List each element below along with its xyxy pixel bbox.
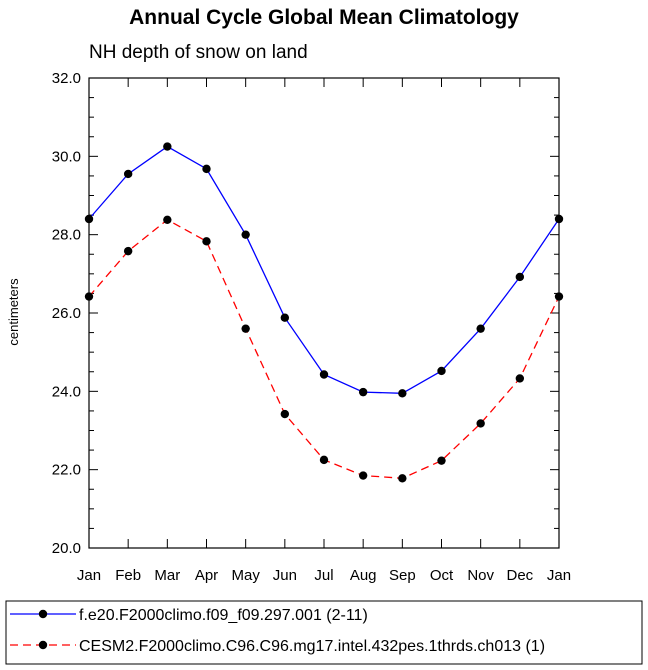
data-point bbox=[398, 474, 407, 483]
x-tick-label: Oct bbox=[430, 567, 454, 584]
y-axis-label: centimeters bbox=[6, 278, 21, 346]
data-point bbox=[515, 272, 525, 282]
x-tick-labels: Jan Feb Mar Apr May Jun Jul Aug Sep Oct Nov Dec Jan bbox=[77, 567, 571, 584]
y-tick-label: 32.0 bbox=[52, 70, 81, 87]
y-tick-label: 30.0 bbox=[52, 148, 81, 165]
legend-label-2: CESM2.F2000climo.C96.C96.mg17.intel.432p… bbox=[79, 638, 545, 655]
legend-marker-1 bbox=[38, 609, 48, 619]
plot-frame bbox=[88, 77, 560, 549]
data-point bbox=[241, 230, 250, 239]
data-point bbox=[319, 370, 329, 379]
x-tick-label: Aug bbox=[350, 567, 377, 584]
chart-subtitle: NH depth of snow on land bbox=[89, 42, 308, 63]
legend-box bbox=[5, 600, 643, 665]
legend: f.e20.F2000climo.f09_f09.297.001 (2-11) C… bbox=[10, 607, 545, 655]
data-point bbox=[358, 387, 368, 397]
data-point bbox=[476, 419, 485, 428]
data-point bbox=[202, 237, 211, 246]
data-point bbox=[241, 324, 250, 333]
y-tick-label: 20.0 bbox=[52, 540, 81, 557]
data-point bbox=[319, 455, 329, 465]
data-point bbox=[476, 324, 485, 333]
y-tick-label: 28.0 bbox=[52, 227, 81, 244]
x-tick-label: Mar bbox=[154, 567, 180, 584]
data-point bbox=[437, 366, 446, 376]
data-point bbox=[554, 292, 564, 301]
x-tick-label: May bbox=[231, 567, 260, 584]
series-line-2 bbox=[88, 219, 560, 479]
x-tick-label: Dec bbox=[506, 567, 533, 584]
data-point bbox=[554, 214, 564, 224]
data-point bbox=[515, 374, 525, 383]
data-point bbox=[358, 471, 368, 480]
legend-label-1: f.e20.F2000climo.f09_f09.297.001 (2-11) bbox=[79, 607, 368, 624]
data-point bbox=[84, 214, 94, 224]
y-tick-label: 24.0 bbox=[52, 383, 81, 400]
data-point bbox=[163, 215, 172, 224]
x-tick-label: Jun bbox=[273, 567, 297, 584]
y-tick-labels: 20.0 22.0 24.0 26.0 28.0 30.0 32.0 bbox=[52, 70, 81, 557]
y-tick-label: 22.0 bbox=[52, 462, 81, 479]
series-line-1 bbox=[88, 145, 560, 394]
legend-marker-2 bbox=[38, 640, 48, 650]
data-point bbox=[84, 292, 94, 301]
x-tick-label: Jan bbox=[77, 567, 101, 584]
data-point bbox=[398, 389, 407, 398]
data-point bbox=[123, 169, 133, 179]
data-point bbox=[202, 164, 211, 174]
data-point bbox=[163, 142, 172, 151]
chart-title: Annual Cycle Global Mean Climatology bbox=[129, 6, 519, 29]
y-tick-label: 26.0 bbox=[52, 305, 81, 322]
axis-ticks bbox=[88, 77, 560, 549]
x-tick-label: Feb bbox=[115, 567, 141, 584]
x-tick-label: Nov bbox=[467, 567, 494, 584]
data-point bbox=[280, 313, 290, 322]
x-tick-label: Jan bbox=[547, 567, 571, 584]
x-tick-label: Jul bbox=[314, 567, 333, 584]
data-point bbox=[280, 409, 290, 419]
x-tick-label: Apr bbox=[195, 567, 218, 584]
x-tick-label: Sep bbox=[389, 567, 416, 584]
data-point bbox=[123, 246, 133, 256]
data-point bbox=[437, 456, 446, 465]
series-group bbox=[84, 142, 564, 483]
